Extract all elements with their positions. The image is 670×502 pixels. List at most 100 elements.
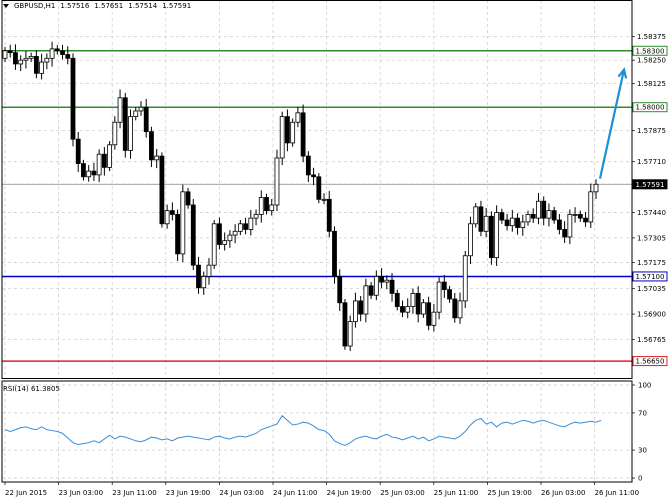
candle-body bbox=[478, 206, 484, 232]
candle-body bbox=[373, 276, 379, 296]
candle-body bbox=[175, 213, 180, 255]
candle-body bbox=[81, 163, 86, 178]
candle-body bbox=[332, 230, 337, 277]
candle-body bbox=[394, 292, 400, 307]
candle-body bbox=[421, 302, 426, 315]
rsi-axis: 100 70 30 0 bbox=[632, 382, 651, 483]
chart-frame bbox=[1, 0, 633, 483]
candle-body bbox=[583, 217, 588, 223]
candle-body bbox=[23, 57, 29, 61]
price-tick-label: 1.56765 bbox=[637, 336, 666, 344]
arrow-head-icon bbox=[617, 67, 628, 79]
candle-body bbox=[405, 306, 411, 313]
candle-body bbox=[295, 112, 301, 123]
candle-body bbox=[227, 234, 233, 242]
candle-body bbox=[363, 285, 369, 315]
rsi-tick-label: 70 bbox=[638, 409, 647, 417]
candle-body bbox=[384, 279, 390, 283]
rsi-series-line bbox=[4, 414, 602, 446]
candle-body bbox=[525, 213, 531, 223]
candle-body bbox=[509, 217, 515, 227]
candle-body bbox=[300, 112, 306, 157]
rsi-label: RSI(14) 61.3805 bbox=[3, 385, 60, 393]
candle-body bbox=[504, 219, 510, 227]
candle-body bbox=[180, 191, 186, 255]
time-tick-label: 22 Jun 2015 bbox=[5, 489, 47, 497]
candle-body bbox=[91, 170, 97, 176]
candle-body bbox=[44, 57, 50, 63]
candle-body bbox=[65, 54, 71, 59]
candle-body bbox=[13, 52, 18, 65]
level-tag-label: 1.56650 bbox=[636, 358, 665, 366]
candle-body bbox=[321, 198, 327, 201]
candle-body bbox=[7, 50, 13, 54]
high-value: 1.57651 bbox=[94, 2, 124, 10]
candle-body bbox=[483, 215, 489, 232]
candle-body bbox=[70, 57, 76, 140]
candle-body bbox=[253, 213, 259, 219]
candle-body bbox=[28, 56, 34, 59]
candle-body bbox=[530, 213, 536, 219]
candle-body bbox=[101, 153, 107, 168]
candle-body bbox=[551, 210, 557, 221]
dropdown-triangle-icon[interactable] bbox=[3, 4, 9, 8]
candle-body bbox=[556, 219, 562, 230]
candle-body bbox=[520, 221, 526, 228]
candle-body bbox=[400, 306, 405, 313]
candle-body bbox=[54, 48, 60, 52]
candle-body bbox=[185, 191, 191, 206]
candle-body bbox=[452, 298, 458, 319]
candle-body bbox=[217, 223, 222, 245]
candle-body bbox=[311, 174, 316, 178]
time-tick-label: 24 Jun 03:00 bbox=[219, 489, 263, 497]
candle-body bbox=[577, 213, 583, 219]
candles bbox=[2, 41, 599, 351]
candle-body bbox=[473, 206, 479, 225]
symbol-label: GBPUSD,H1 bbox=[14, 2, 56, 10]
candle-body bbox=[515, 217, 520, 228]
candle-body bbox=[149, 131, 154, 161]
candle-body bbox=[39, 61, 45, 74]
candle-body bbox=[431, 311, 437, 326]
price-tick-label: 1.58250 bbox=[637, 57, 666, 65]
candle-body bbox=[33, 56, 39, 74]
candle-body bbox=[353, 300, 358, 322]
price-levels bbox=[2, 50, 632, 362]
rsi-tick-label: 0 bbox=[638, 475, 642, 483]
candle-body bbox=[143, 106, 149, 133]
candle-body bbox=[541, 200, 547, 219]
candle-body bbox=[389, 279, 395, 294]
candle-body bbox=[248, 217, 254, 230]
candle-body bbox=[588, 191, 594, 223]
candle-body bbox=[337, 276, 343, 304]
candle-body bbox=[112, 121, 118, 146]
candle-body bbox=[2, 50, 8, 59]
candle-body bbox=[494, 212, 500, 259]
rsi-tick-label: 100 bbox=[638, 382, 651, 390]
candle-body bbox=[342, 302, 348, 347]
candle-body bbox=[128, 116, 133, 151]
candle-body bbox=[426, 302, 432, 326]
candle-body bbox=[290, 121, 296, 144]
candle-body bbox=[457, 300, 463, 319]
price-tick-label: 1.57035 bbox=[637, 285, 666, 293]
time-tick-label: 23 Jun 03:00 bbox=[59, 489, 103, 497]
grid-lines bbox=[2, 0, 632, 482]
candle-body bbox=[75, 138, 81, 165]
candle-body bbox=[316, 176, 322, 200]
candle-body bbox=[326, 198, 332, 232]
level-tag-label: 1.58000 bbox=[636, 104, 665, 112]
candle-body bbox=[593, 183, 599, 193]
time-axis: 22 Jun 2015 23 Jun 03:00 23 Jun 11:00 23 Ju… bbox=[4, 482, 639, 497]
candle-body bbox=[499, 212, 505, 221]
candle-body bbox=[60, 50, 65, 55]
candle-body bbox=[206, 264, 212, 277]
candle-body bbox=[358, 300, 364, 315]
price-axis: 1.58375 1.58250 1.58125 1.57875 1.57710 1.574… bbox=[632, 33, 666, 344]
candle-body bbox=[211, 223, 217, 266]
level-tag-label: 1.57591 bbox=[636, 181, 665, 189]
price-tick-label: 1.57305 bbox=[637, 234, 666, 242]
time-tick-label: 23 Jun 19:00 bbox=[166, 489, 210, 497]
time-tick-label: 24 Jun 19:00 bbox=[327, 489, 371, 497]
